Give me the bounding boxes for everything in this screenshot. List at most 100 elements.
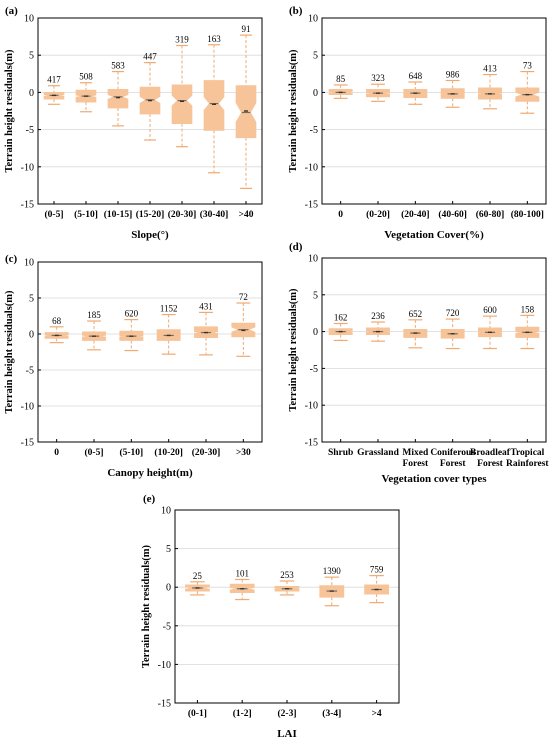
panel-e: (e) -15 -10 -5 0 5 10 Terrain height residuals(… (141, 493, 400, 740)
x-axis-label: Vegetation Cover(%) (384, 229, 484, 241)
y-tick-label: 10 (308, 14, 318, 25)
count-label: 158 (521, 304, 535, 314)
panel-label: (a) (5, 5, 18, 17)
x-tick-label: (10-15] (104, 209, 133, 220)
y-tick-label: -10 (305, 162, 318, 173)
box-5 (194, 311, 218, 356)
y-tick-label: 0 (313, 327, 318, 338)
x-tick-label: (3-4] (322, 708, 341, 719)
x-axis-label: Vegetation cover types (381, 473, 487, 485)
x-tick-label-line: Tropical (510, 448, 544, 458)
count-label: 759 (370, 565, 384, 575)
y-tick-label: -10 (305, 401, 318, 412)
y-tick-label: 0 (29, 330, 34, 341)
box-2 (75, 82, 97, 113)
count-label: 73 (523, 61, 533, 71)
y-tick-label: 10 (24, 258, 34, 269)
y-axis-label: Terrain height residuals(m) (141, 544, 152, 668)
y-tick-label: 5 (29, 51, 34, 62)
count-label: 185 (87, 310, 101, 320)
x-tick-label: (0-5] (85, 447, 104, 458)
y-tick-label: 10 (308, 254, 318, 265)
panel-label: (c) (5, 253, 18, 265)
count-label: 25 (193, 571, 203, 581)
x-tick-label-line: Forest (440, 459, 467, 469)
y-tick-label: -5 (26, 366, 34, 377)
x-tick-label: (5-10] (74, 209, 98, 220)
x-tick-label: >30 (236, 448, 251, 458)
box-1 (43, 85, 65, 105)
y-axis-label: Terrain height residuals(m) (4, 49, 15, 173)
panel-b: (b) -15 -10 -5 0 5 10 Terrain height residuals(… (288, 5, 547, 241)
panel-label: (b) (289, 5, 303, 17)
box-3 (107, 70, 129, 127)
count-label: 417 (47, 75, 61, 85)
count-label: 431 (199, 301, 213, 311)
x-tick-label: 0 (338, 210, 343, 220)
box-1 (184, 581, 210, 596)
x-tick-label: (10-20] (154, 447, 183, 458)
box-1 (328, 84, 353, 99)
box-5 (171, 44, 193, 148)
box-4 (440, 79, 465, 108)
y-tick-label: 10 (24, 14, 34, 25)
box-6 (515, 70, 540, 114)
panel-c: (c) -15 -10 -5 0 5 10 Terrain height residuals(… (4, 253, 263, 479)
y-tick-label: 10 (161, 506, 171, 517)
count-label: 600 (483, 305, 497, 315)
x-tick-label-line: Shrub (328, 448, 353, 458)
count-label: 72 (239, 292, 248, 302)
y-tick-label: -15 (21, 200, 34, 211)
box-6 (515, 314, 540, 350)
panel-d: (d) -15 -10 -5 0 5 10 Terrain height residuals(… (288, 241, 549, 485)
x-tick-label: 0 (54, 448, 59, 458)
x-tick-label: (1-2] (233, 708, 252, 719)
box-3 (403, 81, 428, 105)
y-tick-label: 5 (166, 544, 171, 555)
box-3 (274, 580, 300, 596)
x-tick-label: (20-30] (192, 447, 221, 458)
box-4 (319, 576, 345, 607)
y-tick-label: -10 (21, 162, 34, 173)
count-label: 253 (280, 570, 294, 580)
box-6 (203, 44, 225, 174)
count-label: 162 (334, 313, 348, 323)
x-tick-label-line: Coniferous (430, 448, 475, 458)
box-5 (478, 73, 502, 110)
box-7 (235, 34, 257, 189)
x-tick-label-line: Grassland (357, 448, 399, 458)
x-tick-label: Shrub (328, 448, 353, 458)
x-tick-label: (5-10] (119, 447, 143, 458)
x-tick-label-line: Rainforest (506, 459, 549, 469)
count-label: 583 (111, 61, 125, 71)
x-tick-label-line: Broadleaf (470, 448, 511, 458)
notched-box (107, 89, 129, 109)
y-tick-label: 5 (313, 290, 318, 301)
plot-frame (321, 257, 547, 443)
x-tick-label: (80-100] (511, 209, 544, 220)
x-tick-label: >40 (239, 210, 254, 220)
x-tick-label: Grassland (357, 448, 399, 458)
x-axis-label: Slope(°) (131, 229, 169, 241)
box-1 (44, 326, 69, 344)
y-tick-label: -10 (158, 660, 171, 671)
x-tick-label: Mixed Forest (402, 448, 429, 469)
x-tick-label: (30-40] (200, 209, 229, 220)
y-tick-label: 5 (313, 51, 318, 62)
y-tick-label: -10 (21, 402, 34, 413)
notched-box (171, 84, 193, 125)
y-axis-label: Terrain height residuals(m) (288, 288, 299, 412)
panel-a: (a) -15 -10 -5 0 5 10 Terrain height residuals(… (4, 5, 263, 241)
box-4 (156, 313, 181, 355)
plot-frame (37, 261, 263, 443)
y-tick-label: 0 (29, 88, 34, 99)
y-tick-label: -15 (21, 438, 34, 449)
y-tick-label: -5 (163, 621, 171, 632)
x-tick-label: (0-20] (366, 209, 390, 220)
x-tick-label: (0-1] (188, 708, 207, 719)
box-1 (328, 322, 353, 342)
x-tick-label: >4 (372, 709, 382, 719)
y-tick-label: -5 (310, 364, 318, 375)
x-tick-label-line: Forest (402, 459, 429, 469)
